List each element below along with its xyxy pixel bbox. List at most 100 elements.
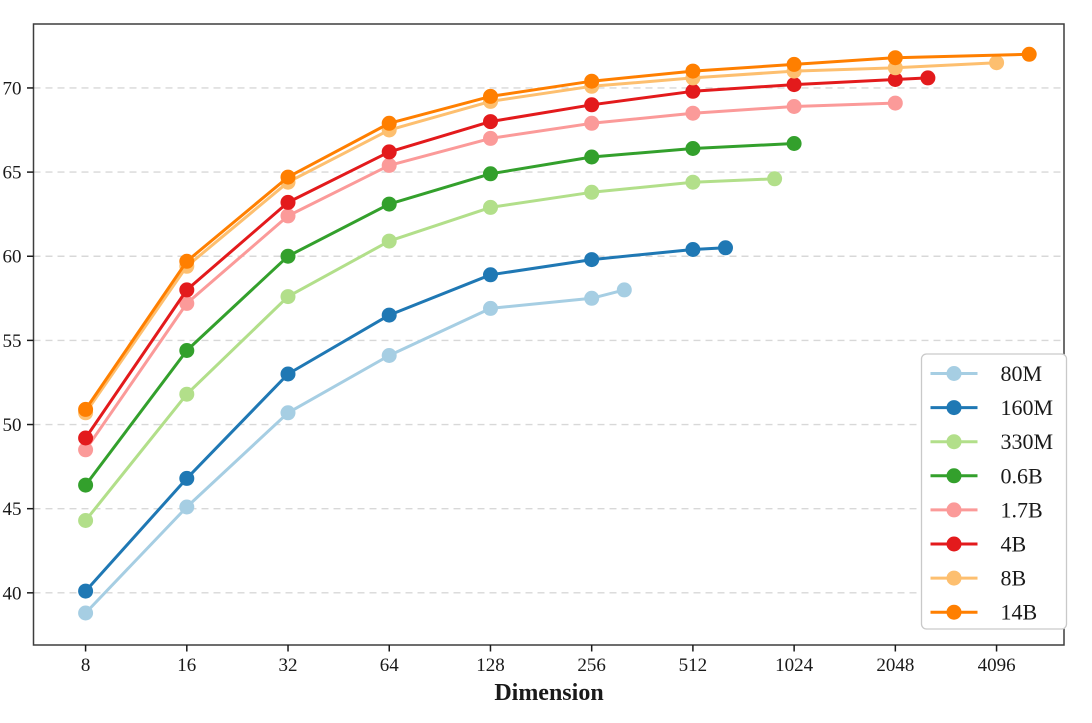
data-point-1.7B-8 [78, 442, 94, 458]
data-point-80M-32 [280, 405, 296, 421]
data-point-330M-896 [767, 171, 783, 187]
series-line-8B [84, 61, 999, 415]
data-point-4B-32 [280, 194, 296, 210]
legend-label-14B: 14B [1001, 600, 1038, 625]
x-tick-label-32: 32 [279, 655, 298, 676]
data-point-330M-32 [280, 289, 296, 305]
legend-item-8B[interactable]: 8B [930, 566, 1027, 591]
data-point-160M-640 [718, 240, 733, 256]
series-line-330M [84, 177, 777, 522]
data-point-1.7B-32 [280, 208, 296, 224]
data-point-80M-128 [483, 300, 498, 316]
x-tick-label-8: 8 [81, 655, 91, 676]
legend-item-160M[interactable]: 160M [930, 395, 1054, 420]
data-point-160M-16 [179, 470, 195, 486]
data-point-330M-512 [685, 174, 701, 190]
data-point-80M-320 [616, 282, 632, 298]
legend-label-80M: 80M [1001, 361, 1043, 386]
data-point-14B-1024 [786, 56, 802, 72]
data-point-330M-16 [179, 386, 195, 402]
data-point-0.6B-64 [381, 196, 397, 212]
data-point-0.6B-256 [584, 149, 600, 165]
legend-item-4B[interactable]: 4B [930, 532, 1027, 557]
data-point-160M-128 [483, 267, 498, 283]
data-point-1.7B-2048 [887, 95, 903, 111]
legend: 80M 160M 330M 0.6B 1.7B 4B 8B 14B [920, 353, 1068, 630]
data-point-14B-8 [78, 401, 94, 417]
legend-marker-8B [946, 570, 962, 586]
legend-item-0.6B[interactable]: 0.6B [930, 463, 1043, 488]
data-point-14B-64 [381, 115, 397, 131]
data-point-14B-2048 [887, 50, 903, 66]
x-tick-label-64: 64 [380, 655, 400, 676]
legend-label-8B: 8B [1001, 566, 1027, 591]
data-point-80M-256 [584, 290, 600, 306]
series-line-80M [84, 288, 626, 615]
series-line-4B [84, 76, 930, 440]
series-line-160M [84, 246, 727, 593]
data-point-160M-32 [280, 366, 296, 382]
data-point-1.7B-16 [179, 295, 195, 311]
data-point-4B-8 [78, 430, 94, 446]
y-tick-label-55: 55 [3, 331, 22, 352]
legend-marker-330M [946, 434, 962, 450]
data-point-14B-256 [584, 73, 600, 89]
legend-marker-4B [946, 536, 962, 552]
data-point-1.7B-512 [685, 105, 701, 121]
data-point-330M-128 [483, 199, 498, 215]
x-tick-label-512: 512 [679, 655, 708, 676]
legend-box [920, 353, 1068, 630]
data-point-160M-512 [685, 242, 701, 257]
legend-marker-80M [946, 366, 962, 381]
legend-item-330M[interactable]: 330M [930, 429, 1054, 454]
series-line-14B [84, 52, 1031, 411]
data-point-0.6B-8 [78, 477, 94, 493]
x-axis-title: Dimension [494, 680, 603, 706]
data-point-0.6B-1024 [786, 136, 802, 151]
y-tick-label-65: 65 [3, 163, 22, 184]
data-point-330M-64 [381, 233, 397, 249]
data-point-160M-256 [584, 252, 600, 268]
data-point-14B-128 [483, 88, 498, 104]
data-point-4B-2048 [887, 72, 903, 87]
y-tick-label-60: 60 [3, 247, 22, 268]
series-line-0.6B [84, 142, 796, 487]
data-point-4B-256 [584, 97, 600, 113]
data-point-0.6B-512 [685, 141, 701, 156]
data-point-14B-512 [685, 63, 701, 79]
data-point-160M-64 [381, 307, 397, 323]
legend-item-1.7B[interactable]: 1.7B [930, 497, 1043, 522]
data-point-4B-2560 [920, 70, 936, 86]
legend-marker-14B [946, 604, 962, 620]
y-tick-label-50: 50 [3, 415, 22, 436]
data-point-160M-8 [78, 583, 94, 599]
legend-label-1.7B: 1.7B [1001, 497, 1043, 522]
data-point-330M-8 [78, 513, 94, 528]
data-point-80M-64 [381, 348, 397, 363]
x-tick-label-256: 256 [577, 655, 606, 676]
data-point-4B-64 [381, 144, 397, 160]
plot-border [32, 23, 1065, 646]
data-point-330M-256 [584, 184, 600, 200]
data-point-14B-32 [280, 169, 296, 185]
x-tick-label-16: 16 [177, 655, 196, 676]
legend-marker-1.7B [946, 502, 962, 518]
data-point-14B-5120 [1021, 46, 1037, 62]
data-point-1.7B-1024 [786, 99, 802, 114]
data-point-8B-4096 [989, 55, 1005, 71]
series-layer [78, 46, 1037, 621]
data-point-4B-1024 [786, 77, 802, 93]
legend-item-14B[interactable]: 14B [930, 600, 1038, 625]
data-point-14B-16 [179, 253, 195, 269]
data-point-80M-16 [179, 499, 195, 515]
data-point-0.6B-16 [179, 343, 195, 358]
data-point-80M-8 [78, 605, 94, 621]
legend-item-80M[interactable]: 80M [930, 361, 1043, 386]
legend-label-0.6B: 0.6B [1001, 463, 1043, 488]
legend-marker-160M [946, 400, 962, 416]
legend-marker-0.6B [946, 468, 962, 484]
y-tick-label-40: 40 [3, 583, 22, 604]
x-tick-label-4096: 4096 [978, 655, 1016, 676]
